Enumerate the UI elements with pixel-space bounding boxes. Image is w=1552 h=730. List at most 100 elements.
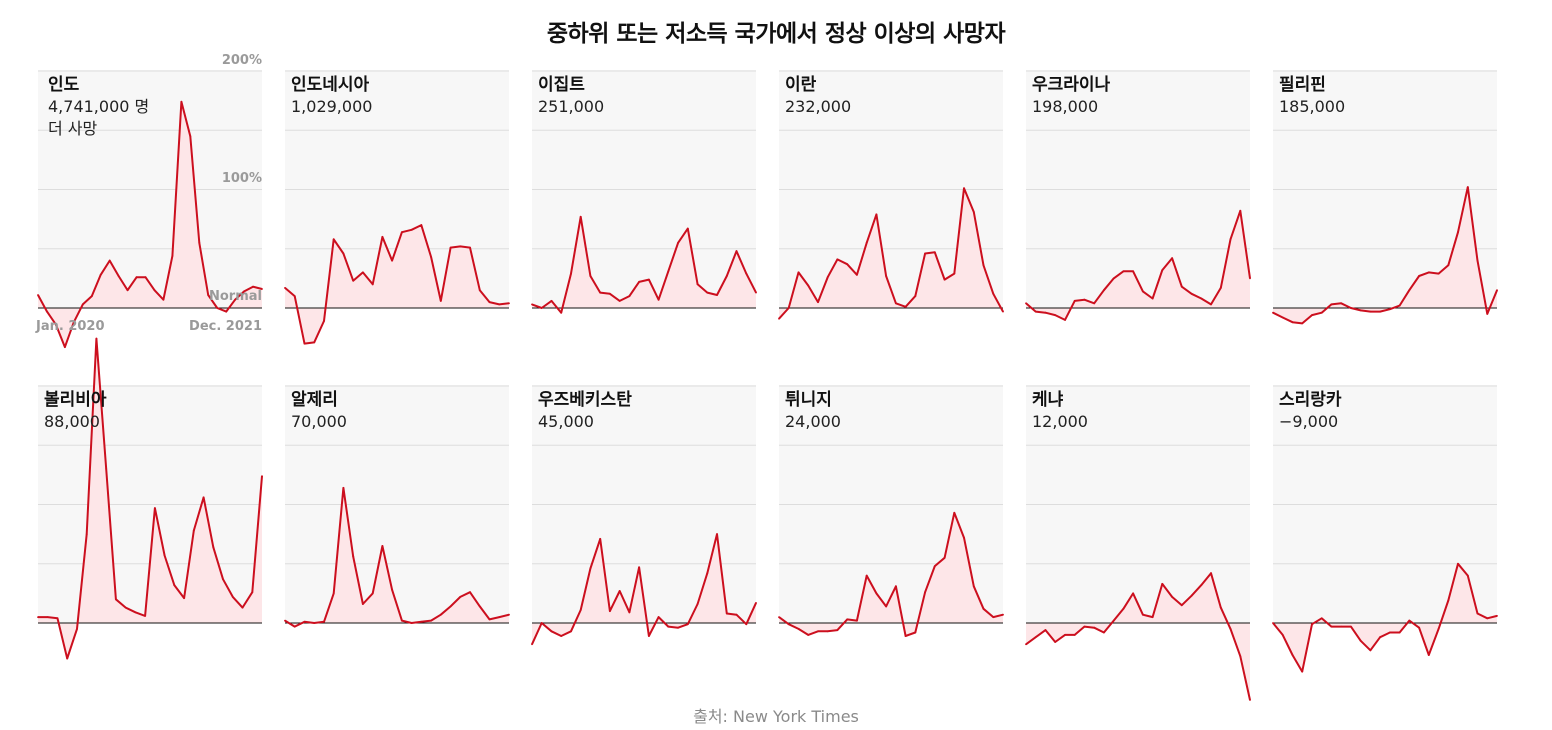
panel-label: 튀니지 24,000 (785, 389, 841, 433)
data-point (1103, 289, 1105, 292)
data-point (589, 567, 592, 570)
data-point (1249, 277, 1251, 280)
data-point (180, 100, 183, 103)
data-point (459, 245, 462, 248)
data-point (410, 228, 413, 231)
data-point (1369, 649, 1372, 652)
data-point (1073, 634, 1076, 636)
data-point (1044, 311, 1047, 314)
series-area (1026, 573, 1250, 700)
data-point (914, 295, 917, 297)
data-point (1330, 303, 1333, 306)
data-point (531, 643, 533, 646)
excess-deaths-value: 45,000 (538, 412, 594, 431)
data-point (1389, 308, 1391, 311)
data-point (192, 529, 195, 532)
data-point (1427, 271, 1430, 274)
data-point (478, 289, 481, 292)
data-point (657, 298, 660, 301)
series-area (779, 512, 1003, 636)
excess-deaths-value: 232,000 (785, 97, 852, 116)
data-point (745, 623, 748, 626)
data-point (706, 291, 709, 294)
excess-deaths-note: 더 사망 (48, 119, 98, 138)
data-point (1369, 310, 1372, 313)
data-point (1229, 238, 1232, 241)
data-point (1064, 634, 1066, 636)
country-name: 알제리 (291, 390, 338, 410)
data-point (560, 311, 563, 314)
data-point (696, 283, 699, 286)
data-point (716, 294, 718, 296)
y-tick-normal: Normal (209, 289, 262, 304)
data-point (531, 303, 533, 306)
data-point (85, 533, 88, 535)
data-point (332, 592, 335, 595)
country-name: 이집트 (538, 75, 585, 95)
x-end-label: Dec. 2021 (189, 319, 262, 334)
series-line (37, 100, 263, 349)
data-point (1044, 629, 1047, 631)
data-point (540, 307, 543, 309)
data-point (1330, 625, 1333, 628)
data-point (1142, 290, 1144, 293)
data-point (1171, 596, 1173, 598)
data-point (56, 617, 59, 620)
data-point (1073, 300, 1076, 302)
series-line (1025, 572, 1251, 701)
data-point (686, 227, 689, 230)
panel-label: 필리핀 185,000 (1279, 74, 1345, 118)
excess-deaths-value: −9,000 (1279, 412, 1339, 431)
panel-label: 알제리 70,000 (291, 389, 347, 433)
data-point (1122, 270, 1125, 273)
data-point (498, 303, 501, 306)
data-point (570, 272, 572, 275)
data-point (904, 305, 907, 308)
panel-label: 케냐 12,000 (1032, 389, 1088, 433)
data-point (1132, 270, 1134, 273)
data-point (1249, 699, 1251, 701)
data-point (1112, 277, 1115, 280)
data-point (46, 310, 48, 313)
data-point (1142, 613, 1144, 616)
data-point (846, 618, 849, 621)
data-point (599, 291, 602, 294)
data-point (1054, 314, 1057, 316)
data-point (1064, 319, 1066, 321)
data-point (439, 613, 442, 616)
data-point (108, 259, 111, 262)
data-point (924, 591, 926, 594)
data-point (943, 556, 946, 559)
data-point (1002, 613, 1004, 616)
series-line (778, 187, 1004, 320)
data-point (488, 301, 491, 303)
data-point (126, 289, 129, 292)
series-area (1273, 563, 1497, 672)
data-point (1210, 303, 1212, 306)
data-point (1122, 607, 1125, 610)
data-point (817, 301, 819, 303)
data-point (430, 256, 432, 258)
country-name: 스리랑카 (1279, 390, 1342, 410)
data-point (904, 635, 907, 637)
country-name: 케냐 (1032, 390, 1064, 410)
data-point (284, 287, 286, 289)
data-point (135, 276, 138, 279)
data-point (846, 263, 849, 266)
data-point (1379, 310, 1381, 313)
data-point (391, 259, 393, 262)
data-point (875, 213, 878, 216)
data-point (216, 307, 219, 309)
data-point (293, 625, 296, 628)
data-point (162, 298, 165, 301)
data-point (352, 555, 355, 558)
data-point (1447, 264, 1450, 267)
data-point (972, 211, 975, 213)
data-point (1359, 639, 1362, 642)
data-point (154, 507, 156, 509)
excess-deaths-value: 12,000 (1032, 412, 1088, 431)
data-point (807, 634, 810, 636)
data-point (579, 215, 582, 218)
data-point (66, 657, 69, 660)
data-point (381, 236, 384, 238)
